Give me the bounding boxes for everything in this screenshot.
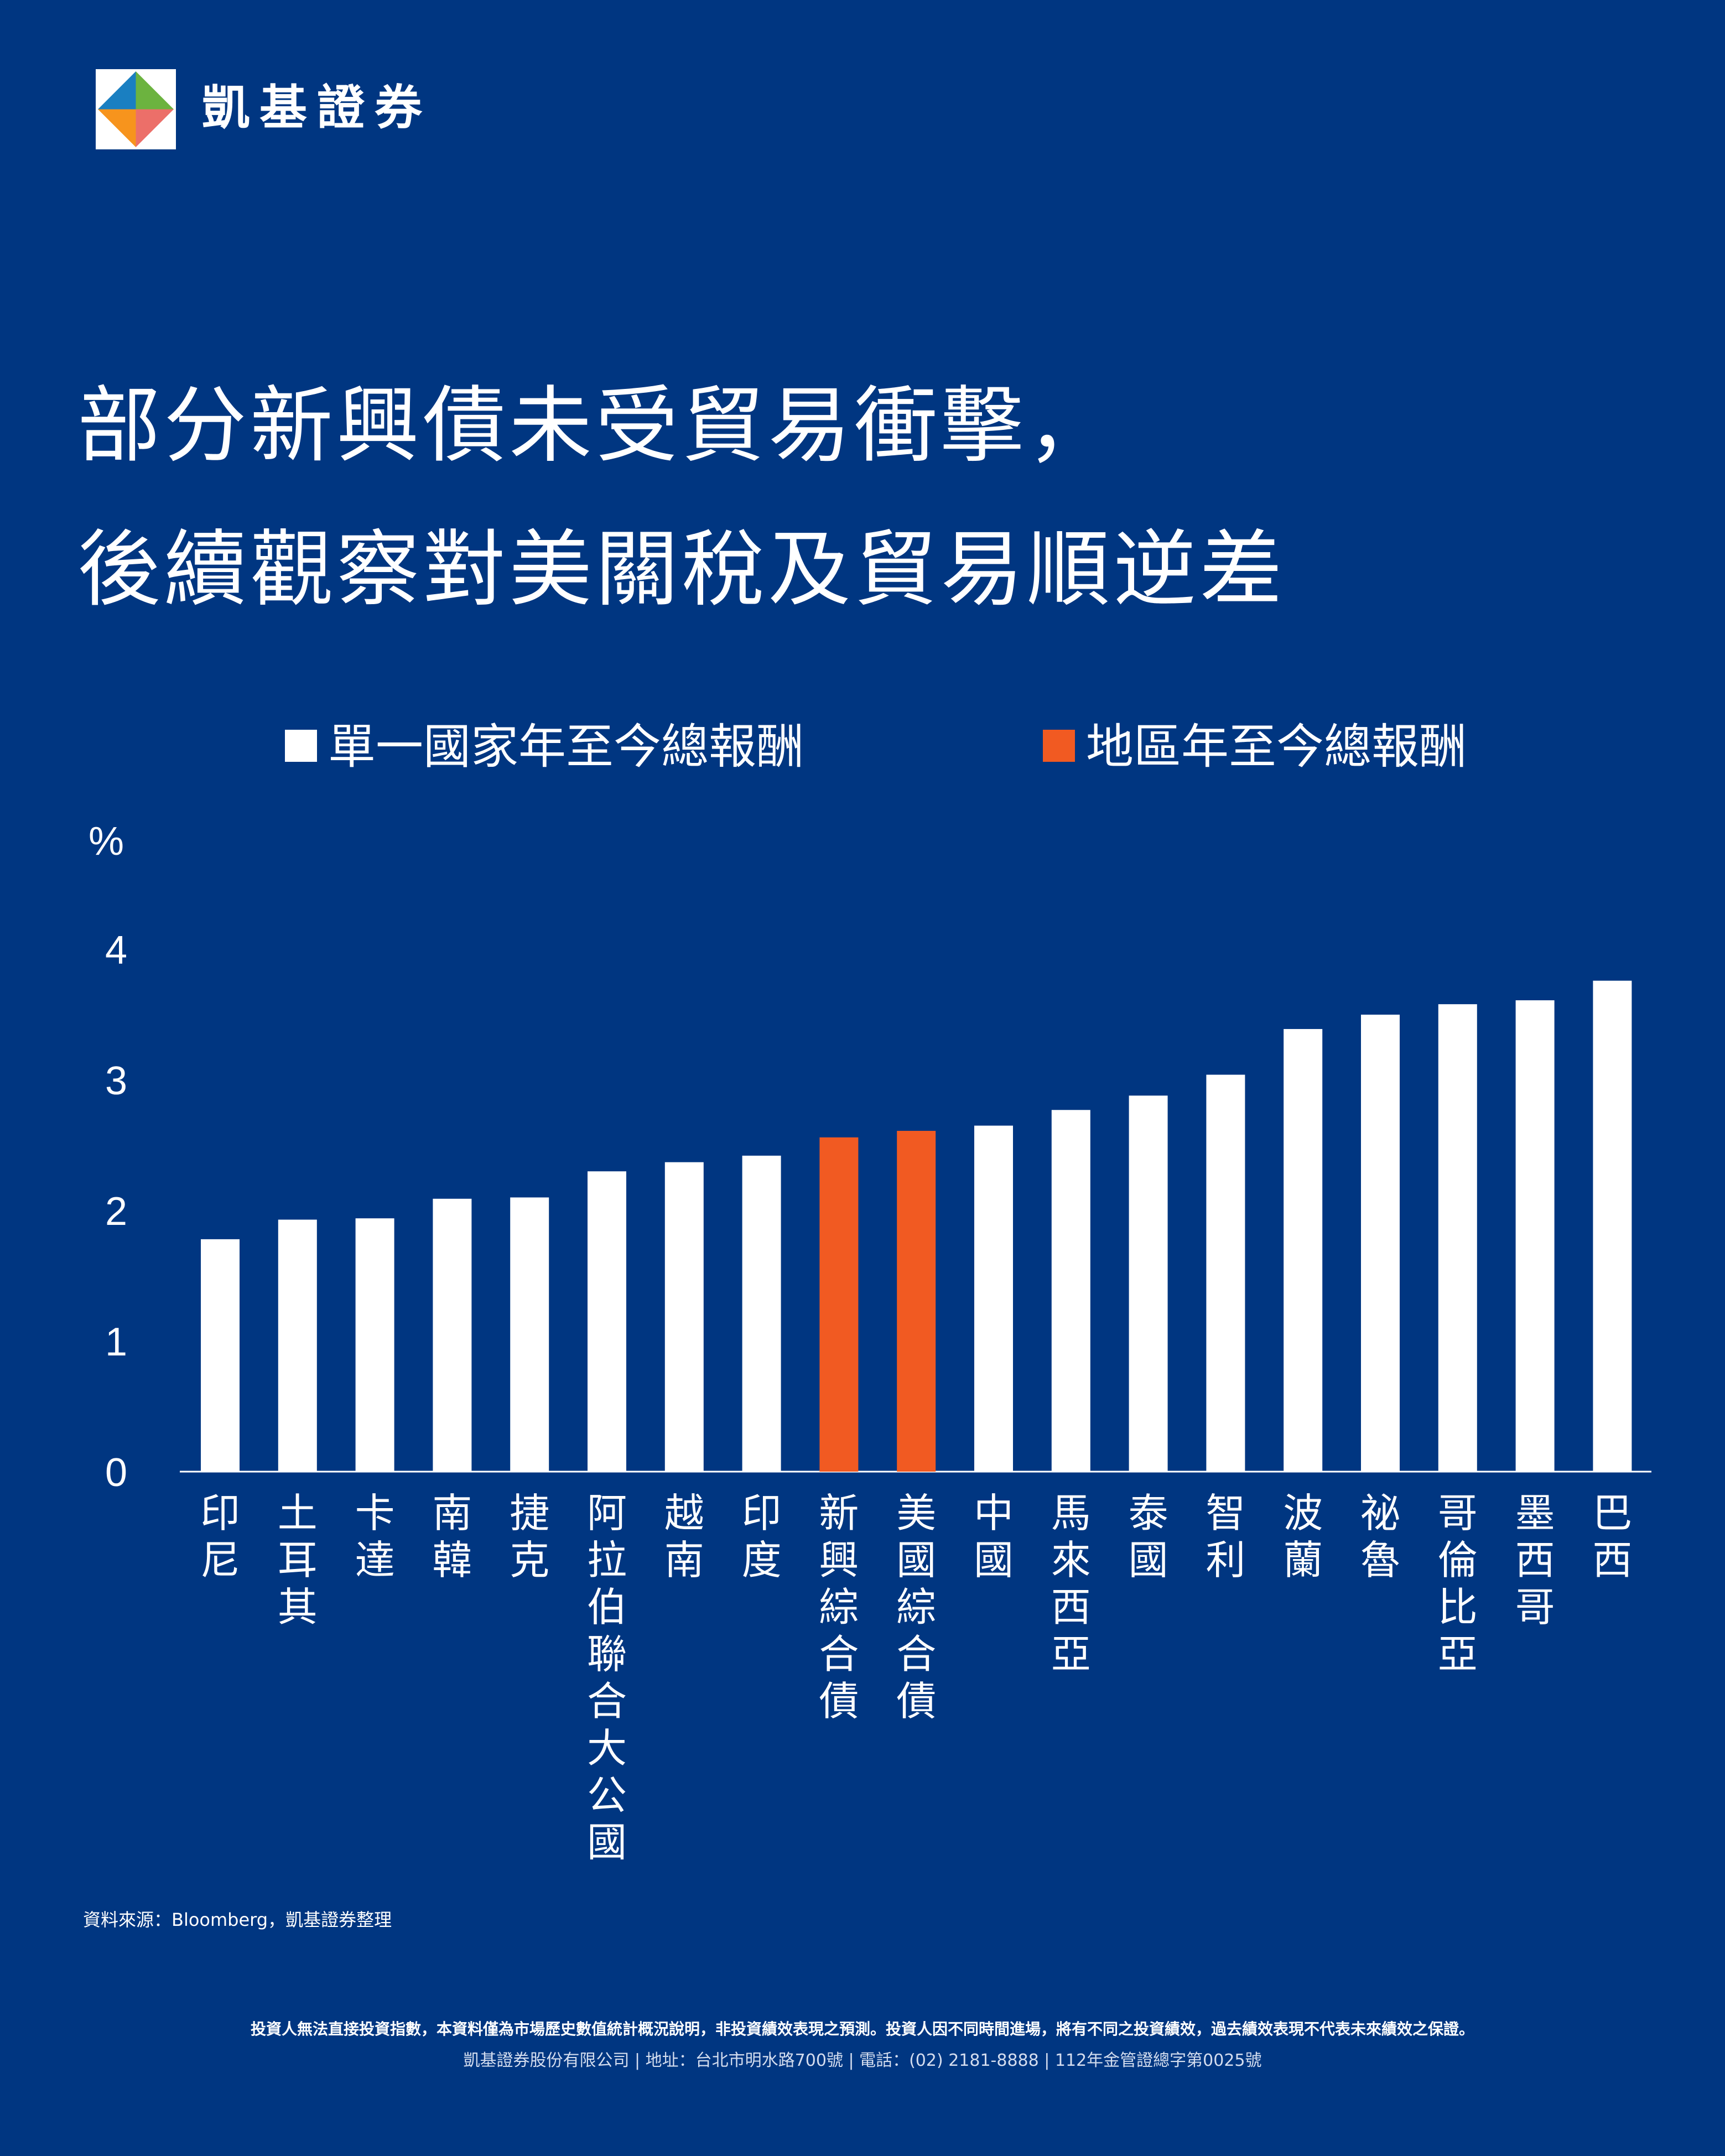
- category-label-char: 馬: [1051, 1490, 1091, 1536]
- bar-14: [1206, 1074, 1245, 1472]
- legend-swatch-country: [285, 729, 317, 762]
- bar-18: [1515, 1000, 1555, 1472]
- bar-17: [1438, 1004, 1477, 1472]
- title-line-1: 部分新興債未受貿易衝擊，: [77, 378, 1114, 474]
- y-axis-unit-label: %: [89, 819, 124, 864]
- bar-2: [278, 1219, 317, 1472]
- bar-7: [664, 1162, 704, 1472]
- category-label-char: 綜: [819, 1584, 859, 1630]
- category-label-char: 韓: [432, 1537, 472, 1583]
- category-label-char: 土: [278, 1490, 318, 1536]
- category-label-char: 大: [587, 1725, 627, 1771]
- category-label-char: 合: [896, 1631, 936, 1677]
- category-label-char: 比: [1438, 1584, 1478, 1630]
- category-label-char: 合: [819, 1631, 859, 1677]
- y-tick-label: 0: [105, 1451, 127, 1495]
- category-label-char: 蘭: [1283, 1537, 1323, 1583]
- category-label-char: 美: [896, 1490, 936, 1536]
- bar-12: [1051, 1110, 1090, 1472]
- bar-10: [897, 1131, 936, 1472]
- bar-15: [1284, 1028, 1323, 1472]
- bar-11: [974, 1125, 1013, 1472]
- footer-company-info: 凱基證券股份有限公司 | 地址：台北市明水路700號 | 電話：(02) 218…: [463, 2051, 1262, 2070]
- footer-disclaimer: 投資人無法直接投資指數，本資料僅為市場歷史數值統計概況說明，非投資績效表現之預測…: [250, 2020, 1474, 2038]
- category-label-char: 巴: [1592, 1490, 1632, 1536]
- y-tick-label: 1: [105, 1320, 127, 1364]
- category-label-char: 國: [974, 1537, 1014, 1583]
- category-label-char: 智: [1206, 1490, 1245, 1536]
- bar-4: [433, 1198, 472, 1472]
- source-note: 資料來源：Bloomberg，凱基證券整理: [83, 1909, 392, 1930]
- category-label-char: 祕: [1360, 1490, 1400, 1536]
- category-label-char: 中: [974, 1490, 1014, 1536]
- category-label-char: 墨: [1515, 1490, 1555, 1536]
- bar-16: [1361, 1015, 1400, 1472]
- bar-9: [819, 1137, 859, 1472]
- category-label-char: 亞: [1051, 1631, 1091, 1677]
- category-label-char: 國: [1129, 1537, 1168, 1583]
- category-label-char: 波: [1283, 1490, 1323, 1536]
- category-label-char: 度: [742, 1537, 782, 1583]
- category-label-char: 印: [200, 1490, 240, 1536]
- bar-6: [588, 1171, 626, 1472]
- category-label-char: 捷: [510, 1490, 549, 1536]
- legend-region-label: 地區年至今總報酬: [1086, 719, 1467, 775]
- category-label-char: 泰: [1129, 1490, 1168, 1536]
- category-label-char: 克: [510, 1537, 549, 1583]
- bar-19: [1593, 980, 1632, 1472]
- legend-country: 單一國家年至今總報酬: [285, 716, 804, 777]
- category-label-char: 來: [1051, 1537, 1091, 1583]
- category-label-char: 公: [587, 1772, 627, 1819]
- category-label-char: 亞: [1438, 1631, 1478, 1677]
- page-title: 部分新興債未受貿易衝擊， 後續觀察對美關稅及貿易順逆差: [77, 354, 1682, 642]
- category-label-char: 合: [587, 1678, 627, 1724]
- bar-8: [742, 1155, 781, 1472]
- category-label-char: 西: [1592, 1537, 1632, 1583]
- category-label-char: 綜: [896, 1584, 936, 1630]
- y-tick-label: 4: [105, 928, 127, 973]
- y-tick-label: 3: [105, 1059, 127, 1103]
- category-label-char: 哥: [1438, 1490, 1478, 1536]
- bar-chart: %01234印尼土耳其卡達南韓捷克阿拉伯聯合大公國越南印度新興綜合債美國綜合債中…: [89, 819, 1651, 1866]
- category-label-char: 達: [355, 1537, 395, 1583]
- category-label-char: 興: [819, 1537, 859, 1583]
- category-label-char: 南: [432, 1490, 472, 1536]
- category-label-char: 新: [819, 1490, 859, 1536]
- category-label-char: 債: [819, 1678, 859, 1724]
- legend-region: 地區年至今總報酬: [1043, 716, 1467, 777]
- bar-5: [510, 1197, 549, 1472]
- y-tick-label: 2: [105, 1189, 127, 1234]
- category-label-char: 債: [896, 1678, 936, 1724]
- category-label-char: 印: [742, 1490, 782, 1536]
- bar-13: [1129, 1095, 1168, 1472]
- category-label-char: 倫: [1438, 1537, 1478, 1583]
- bar-3: [355, 1218, 394, 1472]
- category-label-char: 拉: [587, 1537, 627, 1583]
- category-label-char: 利: [1206, 1537, 1245, 1583]
- category-label-char: 聯: [587, 1631, 627, 1677]
- category-label-char: 尼: [200, 1537, 240, 1583]
- category-label-char: 南: [664, 1537, 704, 1583]
- legend-country-label: 單一國家年至今總報酬: [328, 719, 804, 775]
- title-line-2: 後續觀察對美關稅及貿易順逆差: [77, 522, 1286, 618]
- category-label-char: 其: [278, 1584, 318, 1630]
- category-label-char: 西: [1051, 1584, 1091, 1630]
- category-label-char: 卡: [355, 1490, 395, 1536]
- legend-swatch-region: [1043, 729, 1075, 762]
- brand-logo: [96, 69, 176, 149]
- category-label-char: 伯: [587, 1584, 627, 1630]
- category-label-char: 國: [587, 1819, 627, 1866]
- category-label-char: 哥: [1515, 1584, 1555, 1630]
- category-label-char: 越: [664, 1490, 704, 1536]
- brand-name: 凱基證券: [202, 80, 432, 136]
- category-label-char: 國: [896, 1537, 936, 1583]
- category-label-char: 西: [1515, 1537, 1555, 1583]
- category-label-char: 魯: [1360, 1537, 1400, 1583]
- bar-1: [201, 1239, 240, 1472]
- category-label-char: 阿: [587, 1490, 627, 1536]
- category-label-char: 耳: [278, 1537, 318, 1583]
